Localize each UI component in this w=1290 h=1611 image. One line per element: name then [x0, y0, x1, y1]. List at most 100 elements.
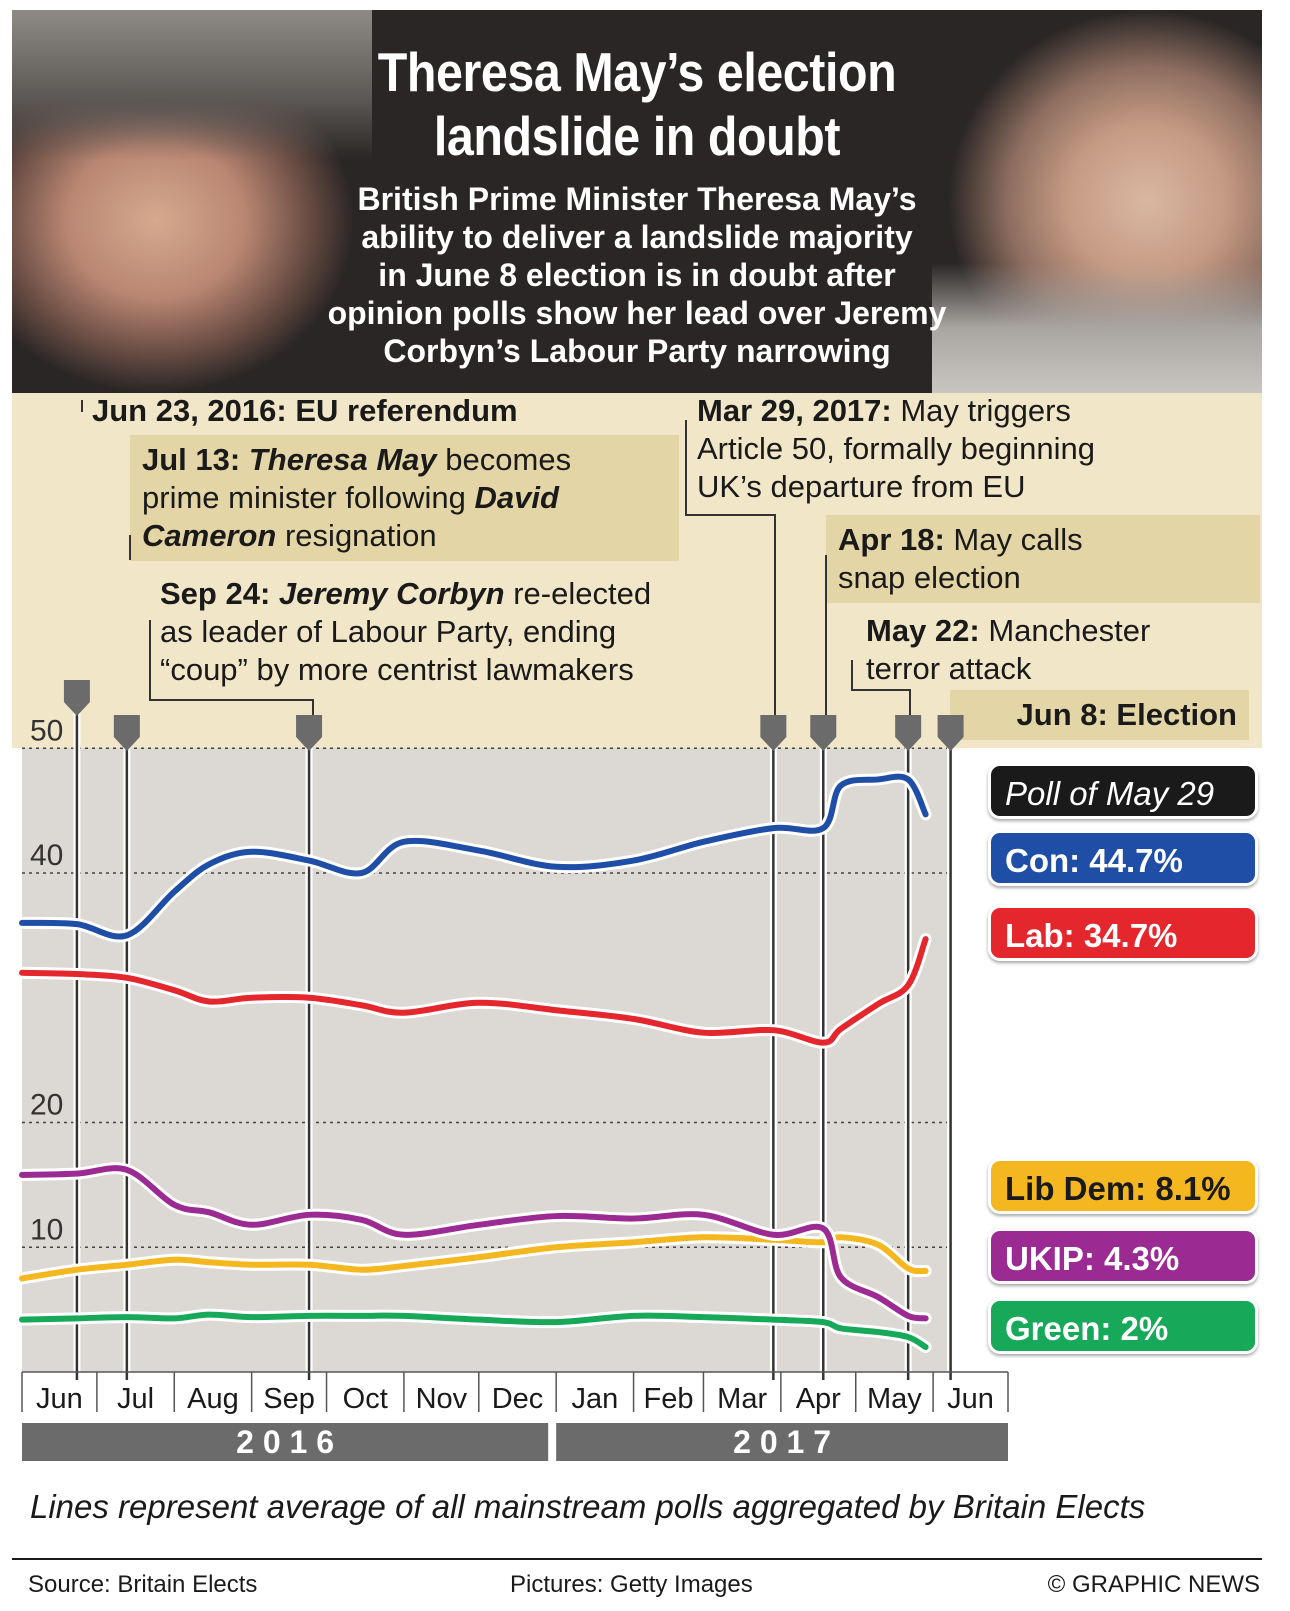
title-line-2: landslide in doubt [433, 105, 841, 167]
title-line-1: Theresa May’s election [377, 41, 897, 103]
subtitle-line: British Prime Minister Theresa May’s [357, 181, 917, 217]
x-tick-label: Jan [571, 1383, 618, 1415]
event-text: Manchester [979, 613, 1151, 648]
event-text: prime minister following [142, 480, 475, 515]
event-election: Jun 8: Election [950, 690, 1249, 740]
x-tick-label: Jun [36, 1383, 83, 1415]
event-text: as leader of Labour Party, ending [160, 614, 617, 649]
event-marker-icon [760, 715, 787, 751]
subtitle-line: opinion polls show her lead over Jeremy [327, 295, 947, 331]
page-title: Theresa May’s election landslide in doub… [351, 40, 923, 168]
subtitle: British Prime Minister Theresa May’s abi… [292, 180, 982, 370]
y-tick-label: 40 [30, 839, 63, 872]
event-snap-election: Apr 18: May calls snap election [826, 515, 1260, 603]
event-date: Apr 18: [838, 522, 945, 557]
legend-green: Green: 2% [988, 1298, 1258, 1354]
ukip-series-line [19, 1165, 929, 1322]
event-text: resignation [276, 518, 437, 553]
legend-con-label: Con: 44.7% [1005, 842, 1183, 879]
event-date: Jun 8: Election [1016, 697, 1237, 732]
event-manchester: May 22: Manchester terror attack [866, 612, 1150, 688]
event-article-50: Mar 29, 2017: May triggers Article 50, f… [697, 392, 1095, 506]
event-corbyn: Sep 24: Jeremy Corbyn re-elected as lead… [160, 575, 651, 689]
legend-green-label: Green: 2% [1005, 1310, 1169, 1347]
event-marker-icon [63, 680, 90, 716]
lib-dem-series-line [19, 1234, 929, 1282]
event-date: May 22: [866, 613, 980, 648]
event-leader-line [685, 420, 776, 715]
event-marker-icon [810, 715, 837, 751]
event-marker-icon [895, 715, 922, 751]
event-text: becomes [436, 442, 572, 477]
subtitle-line: in June 8 election is in doubt after [378, 257, 896, 293]
plot-background [22, 748, 950, 1372]
legend-con: Con: 44.7% [988, 830, 1258, 886]
chart-note: Lines represent average of all mainstrea… [30, 1488, 1146, 1525]
event-leader-line [149, 620, 314, 715]
x-tick-label: Jul [117, 1383, 154, 1415]
event-name: David [474, 480, 559, 515]
year-label: 2 0 1 7 [733, 1424, 831, 1460]
lab-series-line [19, 936, 929, 1046]
footer: Source: Britain Elects Pictures: Getty I… [0, 1565, 1290, 1605]
header-banner: Theresa May’s election landslide in doub… [12, 10, 1262, 393]
legend-lab: Lab: 34.7% [988, 905, 1258, 961]
x-tick-label: Jun [947, 1383, 994, 1415]
event-name: Cameron [142, 518, 277, 553]
event-text: re-elected [504, 576, 652, 611]
legend-ukip: UKIP: 4.3% [988, 1228, 1258, 1284]
event-text: “coup” by more centrist lawmakers [160, 652, 634, 687]
year-label: 2 0 1 6 [236, 1424, 334, 1460]
subtitle-line: Corbyn’s Labour Party narrowing [383, 333, 891, 369]
copyright: © GRAPHIC NEWS [1047, 1571, 1260, 1598]
legend-ukip-label: UKIP: 4.3% [1005, 1240, 1180, 1277]
event-may-pm: Jul 13: Theresa May becomes prime minist… [130, 435, 679, 561]
pictures-credit: Pictures: Getty Images [510, 1571, 753, 1598]
event-text: EU referendum [295, 393, 518, 428]
event-name: Jeremy Corbyn [278, 576, 505, 611]
year-bar [22, 1423, 549, 1461]
y-tick-label: 10 [30, 1213, 63, 1246]
event-marker-icon [113, 715, 140, 751]
event-text: Article 50, formally beginning [697, 431, 1096, 466]
event-marker-icon [937, 715, 964, 751]
event-text: May calls [944, 522, 1083, 557]
x-tick-label: Feb [644, 1383, 694, 1415]
source-credit: Source: Britain Elects [28, 1571, 258, 1598]
theresa-may-photo [12, 10, 372, 393]
x-tick-label: Dec [492, 1383, 544, 1415]
event-text: May triggers [891, 393, 1071, 428]
legend-libdem: Lib Dem: 8.1% [988, 1158, 1258, 1214]
green-series-line [19, 1311, 929, 1351]
legend-lab-label: Lab: 34.7% [1005, 917, 1178, 954]
legend-poll-date-label: Poll of May 29 [1005, 775, 1215, 812]
year-bar [556, 1423, 1008, 1461]
x-tick-label: Apr [796, 1383, 841, 1415]
event-name: Theresa May [248, 442, 437, 477]
event-date: Sep 24: [160, 576, 271, 611]
footer-divider [12, 1558, 1262, 1560]
con-series-line [19, 773, 929, 940]
legend-poll-date: Poll of May 29 [988, 763, 1258, 819]
x-tick-label: Oct [343, 1383, 388, 1415]
event-text: UK’s departure from EU [697, 469, 1026, 504]
jeremy-corbyn-photo [932, 10, 1262, 393]
event-date: Jul 13: [142, 442, 241, 477]
x-tick-label: Sep [263, 1383, 315, 1415]
event-date: Mar 29, 2017: [697, 393, 892, 428]
event-eu-referendum: Jun 23, 2016: EU referendum [92, 392, 518, 430]
legend-libdem-label: Lib Dem: 8.1% [1005, 1170, 1231, 1207]
x-tick-label: May [867, 1383, 922, 1415]
event-leader-line [851, 660, 911, 715]
x-tick-label: Aug [187, 1383, 239, 1415]
x-tick-label: Mar [717, 1383, 767, 1415]
y-tick-label: 50 [30, 714, 63, 747]
x-tick-label: Nov [416, 1383, 468, 1415]
event-date: Jun 23, 2016: [92, 393, 287, 428]
event-marker-icon [296, 715, 323, 751]
subtitle-line: ability to deliver a landslide majority [361, 219, 913, 255]
y-tick-label: 20 [30, 1089, 63, 1122]
event-text: terror attack [866, 651, 1032, 686]
